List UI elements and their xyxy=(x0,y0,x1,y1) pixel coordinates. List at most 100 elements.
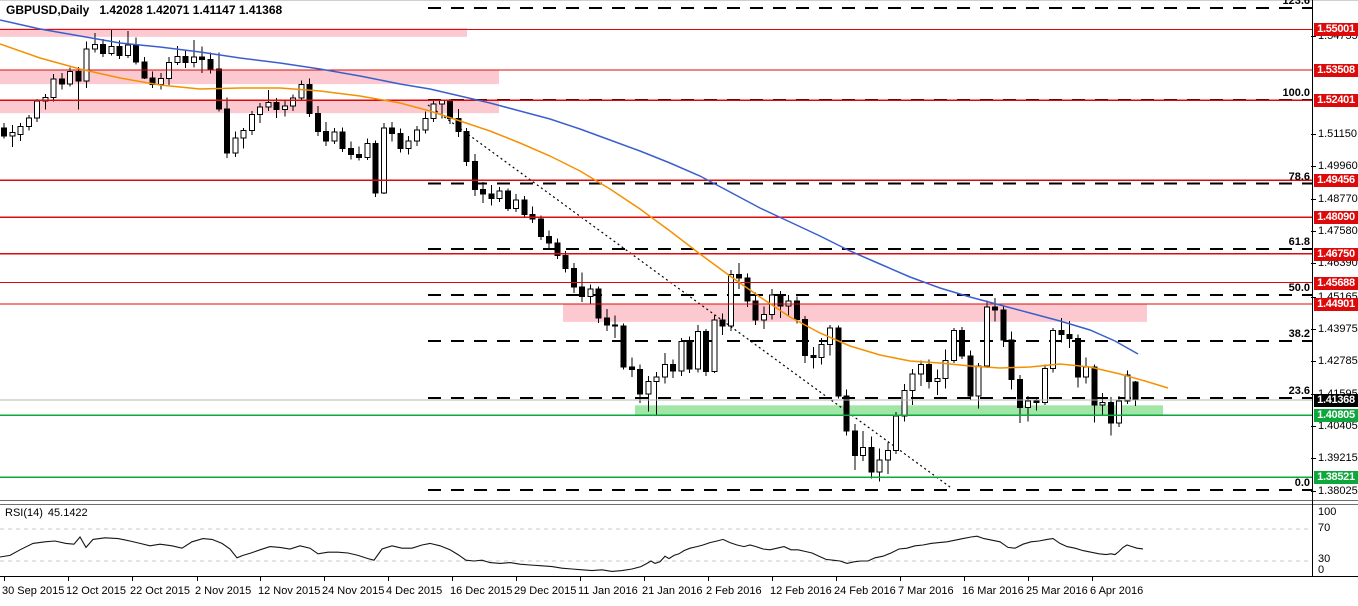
bear-candle-body xyxy=(455,118,462,132)
bull-candle-body xyxy=(281,105,288,111)
bear-candle-body xyxy=(835,327,842,397)
bear-candle-body xyxy=(546,236,553,244)
bull-candle-body xyxy=(818,344,825,359)
bear-candle-body xyxy=(306,84,313,115)
bull-candle-body xyxy=(240,130,247,139)
bear-candle-body xyxy=(273,101,280,111)
bull-candle-body xyxy=(67,71,74,85)
bear-candle-body xyxy=(703,331,710,372)
bear-candle-body xyxy=(1107,401,1114,424)
bear-candle-body xyxy=(1066,333,1073,340)
bull-candle-body xyxy=(298,84,305,99)
bear-candle-body xyxy=(397,132,404,150)
bull-candle-body xyxy=(1099,401,1106,406)
bear-candle-body xyxy=(480,188,487,195)
bull-candle-body xyxy=(950,330,957,361)
bull-candle-body xyxy=(174,56,181,64)
bull-candle-body xyxy=(257,106,264,115)
bear-candle-body xyxy=(116,45,123,56)
bear-candle-body xyxy=(637,369,644,395)
bull-candle-body xyxy=(414,129,420,142)
bear-candle-body xyxy=(356,153,363,159)
bear-candle-body xyxy=(463,130,470,162)
bear-candle-body xyxy=(347,148,354,155)
bear-candle-body xyxy=(612,324,619,327)
bear-candle-body xyxy=(868,446,875,473)
bull-candle-body xyxy=(1025,400,1032,409)
bear-candle-body xyxy=(926,363,933,382)
bear-candle-body xyxy=(802,319,809,357)
bear-candle-body xyxy=(1016,378,1023,409)
resistance-zone xyxy=(0,100,499,114)
bear-candle-body xyxy=(323,130,330,142)
bull-candle-body xyxy=(975,365,982,397)
bull-candle-body xyxy=(380,127,387,194)
bear-candle-body xyxy=(100,43,107,54)
bear-candle-body xyxy=(199,56,206,60)
bull-candle-body xyxy=(645,380,652,395)
bear-candle-body xyxy=(1091,366,1098,406)
bear-candle-body xyxy=(793,300,800,321)
bull-candle-body xyxy=(17,125,24,136)
bear-candle-body xyxy=(843,395,850,432)
bull-candle-body xyxy=(248,113,255,132)
bear-candle-body xyxy=(224,108,231,154)
bull-candle-body xyxy=(190,56,197,64)
bear-candle-body xyxy=(1000,309,1007,341)
bull-candle-body xyxy=(50,78,57,98)
bull-candle-body xyxy=(893,415,900,452)
bear-candle-body xyxy=(810,355,817,359)
bull-candle-body xyxy=(83,48,90,82)
bear-candle-body xyxy=(521,199,528,215)
ma-slow-blue-line xyxy=(0,19,1139,355)
bear-candle-body xyxy=(389,127,396,134)
bear-candle-body xyxy=(670,363,677,372)
bear-candle-body xyxy=(554,242,561,257)
bull-candle-body xyxy=(496,190,503,200)
bull-candle-body xyxy=(124,44,131,56)
bull-candle-body xyxy=(265,101,272,108)
bear-candle-body xyxy=(570,268,577,288)
bull-candle-body xyxy=(876,459,883,473)
bull-candle-body xyxy=(1116,400,1123,424)
bull-candle-body xyxy=(1041,368,1048,403)
bear-candle-body xyxy=(579,286,586,297)
bull-candle-body xyxy=(232,137,239,154)
resistance-zone xyxy=(563,303,1147,322)
bear-candle-body xyxy=(719,319,726,327)
bear-candle-body xyxy=(372,143,379,194)
bear-candle-body xyxy=(628,366,635,371)
bear-candle-body xyxy=(133,44,140,63)
bear-candle-body xyxy=(1,127,7,137)
bear-candle-body xyxy=(537,218,544,238)
bull-candle-body xyxy=(42,96,49,102)
bull-candle-body xyxy=(901,389,908,417)
bear-candle-body xyxy=(777,294,784,307)
bull-candle-body xyxy=(694,331,701,370)
bear-candle-body xyxy=(1033,400,1040,403)
bull-candle-body xyxy=(760,313,767,321)
bear-candle-body xyxy=(967,355,974,397)
bull-candle-body xyxy=(661,363,668,378)
bull-candle-body xyxy=(290,97,297,107)
bear-candle-body xyxy=(58,78,65,85)
bull-candle-body xyxy=(1050,330,1057,370)
bull-candle-body xyxy=(860,446,867,457)
bull-candle-body xyxy=(983,306,990,367)
resistance-zone xyxy=(0,70,499,85)
bear-candle-body xyxy=(562,255,569,270)
bull-candle-body xyxy=(1124,374,1131,402)
bull-candle-body xyxy=(25,117,32,127)
bear-candle-body xyxy=(339,131,346,150)
bull-candle-body xyxy=(909,373,916,391)
bull-candle-body xyxy=(108,45,115,54)
bull-candle-body xyxy=(34,100,41,119)
bear-candle-body xyxy=(752,300,759,321)
bull-candle-body xyxy=(934,378,941,382)
bear-candle-body xyxy=(603,317,610,326)
bear-candle-body xyxy=(1008,339,1015,380)
bull-candle-body xyxy=(942,359,949,380)
bear-candle-body xyxy=(851,430,858,457)
bear-candle-body xyxy=(1074,338,1081,378)
